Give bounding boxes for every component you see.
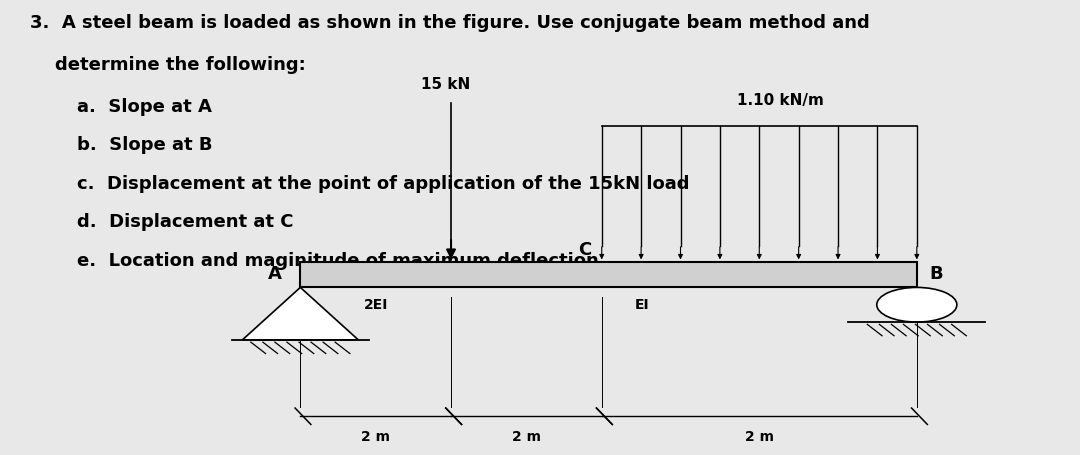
Text: b.  Slope at B: b. Slope at B: [77, 136, 213, 154]
Text: 15 kN: 15 kN: [421, 77, 471, 92]
Text: 2 m: 2 m: [745, 429, 773, 443]
Text: 2 m: 2 m: [512, 429, 541, 443]
Text: C: C: [578, 240, 591, 258]
Text: e.  Location and maginitude of maximum deflection: e. Location and maginitude of maximum de…: [77, 252, 598, 269]
Text: 2 m: 2 m: [361, 429, 390, 443]
Text: A: A: [268, 264, 282, 282]
Text: determine the following:: determine the following:: [29, 56, 306, 73]
Text: c.  Displacement at the point of application of the 15kN load: c. Displacement at the point of applicat…: [77, 174, 689, 192]
Text: EI: EI: [634, 297, 649, 311]
Circle shape: [877, 288, 957, 322]
Text: d.  Displacement at C: d. Displacement at C: [77, 213, 294, 231]
Text: a.  Slope at A: a. Slope at A: [77, 97, 212, 115]
Polygon shape: [242, 288, 359, 340]
Text: 2EI: 2EI: [364, 297, 388, 311]
Text: B: B: [930, 264, 943, 282]
Text: 1.10 kN/m: 1.10 kN/m: [737, 93, 824, 108]
Bar: [300, 263, 917, 288]
Text: 3.  A steel beam is loaded as shown in the figure. Use conjugate beam method and: 3. A steel beam is loaded as shown in th…: [29, 14, 869, 31]
